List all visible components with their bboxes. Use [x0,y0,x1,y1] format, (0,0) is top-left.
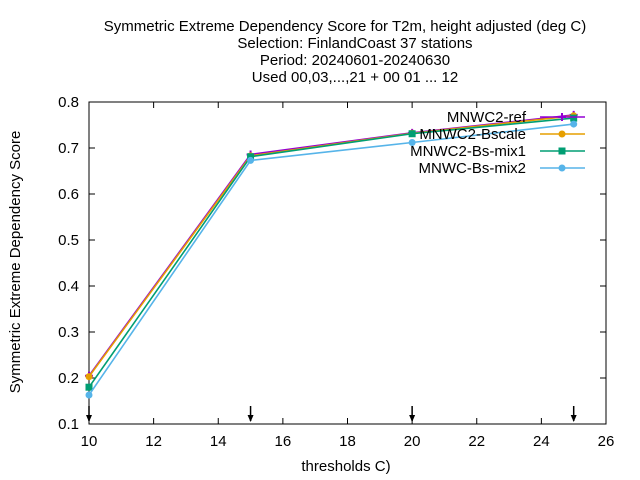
threshold-arrow [409,406,416,422]
x-tick-label: 16 [275,433,292,450]
x-tick-label: 10 [81,433,98,450]
x-tick-label: 18 [339,433,356,450]
y-axis-label: Symmetric Extreme Dependency Score [7,131,24,394]
point [408,130,416,138]
threshold-arrow [86,406,92,422]
point [558,164,566,172]
legend-item: MNWC2-Bscale [419,126,585,143]
point [408,138,416,146]
y-tick-label: 0.3 [58,324,79,341]
x-tick-label: 26 [598,433,615,450]
x-tick-label: 22 [468,433,485,450]
x-tick-label: 20 [404,433,421,450]
y-tick-label: 0.1 [58,416,79,433]
title-line: Used 00,03,...,21 + 00 01 ... 12 [252,69,458,86]
y-tick-label: 0.7 [58,140,79,157]
point [570,120,578,128]
threshold-arrow [247,406,254,422]
point [558,113,566,121]
point [85,373,93,381]
legend-label: MNWC2-Bs-mix1 [410,143,526,160]
point [85,383,93,391]
threshold-arrow [570,406,577,422]
chart-title: Symmetric Extreme Dependency Score for T… [104,18,586,86]
y-tick-label: 0.8 [58,94,79,111]
point [247,153,255,161]
legend-item: MNWC2-Bs-mix1 [410,143,585,160]
x-tick-label: 14 [210,433,227,450]
point [558,130,566,138]
series [85,120,578,399]
point [247,156,255,164]
point [85,391,93,399]
series-line [88,123,574,396]
title-line: Selection: FinlandCoast 37 stations [237,35,472,52]
legend-label: MNWC2-ref [447,109,527,126]
series-line [88,117,574,388]
title-line: Symmetric Extreme Dependency Score for T… [104,18,586,35]
series [85,114,578,391]
x-tick-label: 12 [145,433,162,450]
legend-item: MNWC2-ref [447,109,585,126]
point [558,147,566,155]
point [570,114,578,122]
y-tick-label: 0.5 [58,232,79,249]
y-tick-label: 0.4 [58,278,79,295]
y-tick-label: 0.2 [58,370,79,387]
x-tick-label: 24 [533,433,550,450]
legend-item: MNWC-Bs-mix2 [419,160,585,177]
y-tick-label: 0.6 [58,186,79,203]
x-axis-label: thresholds C) [301,458,390,475]
legend-label: MNWC-Bs-mix2 [419,160,526,177]
legend-label: MNWC2-Bscale [419,126,526,143]
title-line: Period: 20240601-20240630 [260,52,450,69]
